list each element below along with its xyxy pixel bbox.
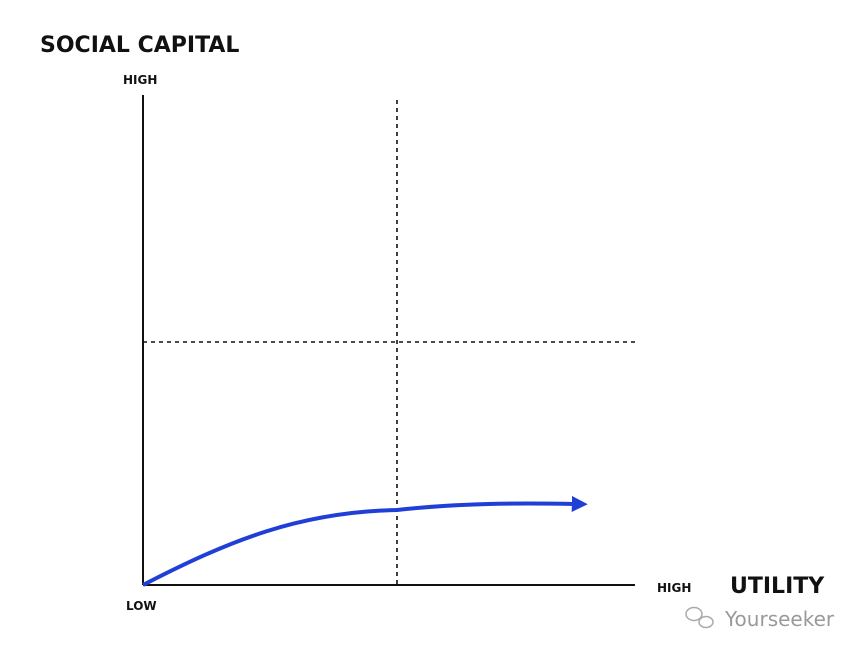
y-axis-high-label: HIGH <box>123 73 157 87</box>
x-axis-high-label: HIGH <box>657 581 691 595</box>
watermark: Yourseeker <box>724 607 835 631</box>
trajectory-arrow <box>142 495 588 587</box>
watermark-icon <box>685 606 714 629</box>
origin-label: LOW <box>126 599 157 613</box>
x-axis-label: UTILITY <box>730 574 825 599</box>
diagram-title: SOCIAL CAPITAL <box>40 33 239 58</box>
